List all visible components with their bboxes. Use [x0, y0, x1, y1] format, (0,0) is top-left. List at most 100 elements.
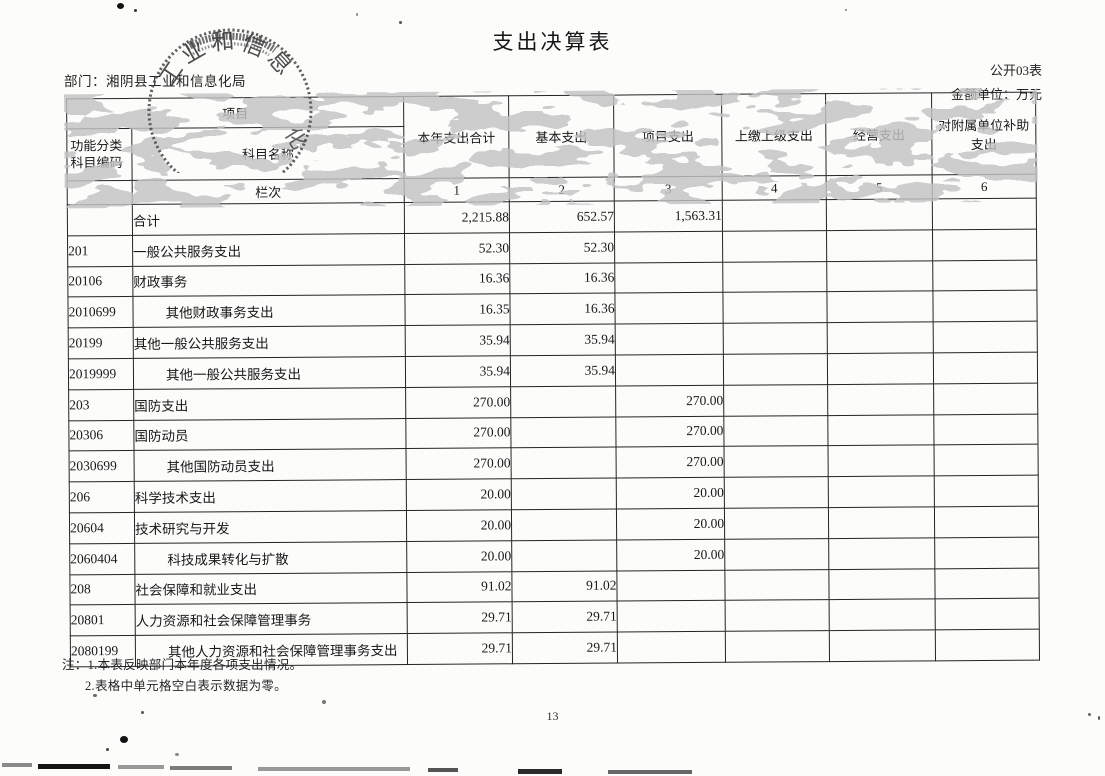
amount-cell [724, 476, 829, 509]
amount-cell [723, 415, 829, 447]
footnote-1: 注：1.本表反映部门本年度各项支出情况。 [62, 658, 303, 672]
amount-cell [829, 599, 936, 631]
amount-cell [826, 229, 933, 262]
amount-cell [511, 447, 617, 479]
amount-cell [614, 261, 723, 294]
amount-cell: 16.36 [404, 263, 510, 295]
amount-cell: 270.00 [406, 448, 512, 480]
header-col-upper: 上缴上级支出 [721, 93, 827, 177]
function-code-cell [67, 204, 133, 236]
amount-cell: 20.00 [616, 508, 725, 540]
amount-cell: 270.00 [616, 446, 725, 479]
subject-name-cell: 人力资源和社会保障管理事务 [135, 602, 408, 636]
scan-edge-artifact [518, 769, 562, 774]
amount-cell: 270.00 [405, 386, 511, 419]
lanci-col-2: 2 [509, 177, 615, 202]
amount-cell [510, 416, 617, 449]
amount-cell: 35.94 [405, 355, 511, 388]
function-code-cell: 2060404 [69, 543, 135, 575]
amount-cell: 270.00 [615, 385, 724, 417]
amount-cell [722, 261, 827, 293]
subject-name-cell: 其他一般公共服务支出 [133, 325, 406, 359]
amount-cell [828, 476, 935, 508]
amount-cell [933, 352, 1038, 384]
lanci-col-4: 4 [722, 175, 827, 201]
amount-cell [828, 568, 936, 600]
function-code-cell: 2019999 [68, 358, 134, 390]
amount-cell: 35.94 [510, 355, 616, 387]
header-col-operating: 经营支出 [825, 92, 933, 176]
scan-edge-artifact [38, 764, 110, 769]
function-code-cell: 208 [69, 573, 136, 606]
amount-cell [826, 291, 934, 323]
amount-cell [615, 323, 724, 356]
function-code-cell: 2010699 [67, 296, 134, 329]
subject-name-cell: 其他一般公共服务支出 [133, 356, 406, 390]
function-code-cell: 20106 [67, 266, 133, 298]
amount-cell: 35.94 [510, 324, 616, 356]
subject-name-cell: 科技成果转化与扩散 [134, 541, 407, 574]
amount-cell [614, 292, 724, 325]
amount-cell [723, 322, 828, 355]
amount-cell: 29.71 [512, 601, 618, 633]
amount-cell: 29.71 [512, 632, 618, 664]
subject-name-cell: 国防动员 [133, 418, 407, 451]
table-sheet: 项目 本年支出合计 基本支出 项目支出 上缴上级支出 经营支出 对附属单位补助支… [64, 87, 1040, 667]
amount-cell: 20.00 [616, 539, 725, 571]
header-function-code: 功能分类 科目编码 [66, 128, 133, 181]
lanci-empty-cell [67, 180, 133, 205]
header-col-project: 项目支出 [613, 94, 723, 178]
amount-cell: 52.30 [404, 232, 510, 265]
amount-cell [510, 385, 616, 418]
amount-cell: 652.57 [509, 201, 615, 233]
function-code-cell: 201 [67, 235, 133, 267]
amount-cell [724, 569, 830, 601]
subject-name-cell: 合计 [132, 202, 405, 236]
scan-edge-artifact [170, 766, 232, 770]
scan-speck [141, 711, 144, 714]
amount-cell [828, 445, 935, 477]
scan-edge-artifact [608, 770, 692, 774]
amount-cell [935, 598, 1040, 630]
amount-cell: 29.71 [407, 602, 513, 634]
amount-cell: 35.94 [405, 324, 511, 357]
amount-cell [722, 291, 828, 324]
footnote-2: 2.表格中单元格空白表示数据为零。 [85, 679, 287, 693]
subject-name-cell: 一般公共服务支出 [132, 233, 405, 267]
header-item-group: 项目 [66, 96, 404, 129]
scan-speck [120, 736, 128, 743]
function-code-cell: 203 [68, 389, 134, 421]
amount-cell: 20.00 [406, 540, 512, 573]
scan-speck [93, 694, 97, 697]
amount-cell [724, 507, 829, 540]
amount-cell [932, 290, 1038, 323]
amount-cell [933, 321, 1038, 353]
subject-name-cell: 其他国防动员支出 [134, 448, 407, 482]
function-code-cell: 206 [69, 481, 135, 513]
amount-cell [828, 506, 935, 539]
header-col-basic: 基本支出 [508, 95, 615, 178]
amount-cell [932, 228, 1037, 261]
amount-cell [933, 382, 1038, 415]
scan-speck [160, 690, 162, 692]
scan-speck [175, 753, 179, 756]
subject-name-cell: 国防支出 [133, 387, 406, 421]
lanci-col-6: 6 [932, 174, 1037, 199]
scan-speck [134, 9, 137, 12]
header-subject-name: 科目名称 [131, 126, 405, 181]
amount-cell: 270.00 [405, 417, 512, 449]
expenditure-table: 项目 本年支出合计 基本支出 项目支出 上缴上级支出 经营支出 对附属单位补助支… [66, 92, 1040, 668]
amount-cell [827, 383, 934, 416]
scan-speck [106, 748, 109, 751]
scan-edge-artifact [118, 765, 164, 769]
amount-cell [616, 569, 726, 602]
amount-cell [826, 198, 933, 231]
amount-cell [722, 199, 827, 232]
amount-cell [829, 629, 936, 662]
department-value: 湘阴县工业和信息化局 [106, 74, 246, 89]
header-col-total: 本年支出合计 [403, 95, 510, 179]
department-label: 部门： [64, 74, 106, 89]
scan-speck [1098, 716, 1100, 720]
scan-speck [399, 21, 402, 24]
